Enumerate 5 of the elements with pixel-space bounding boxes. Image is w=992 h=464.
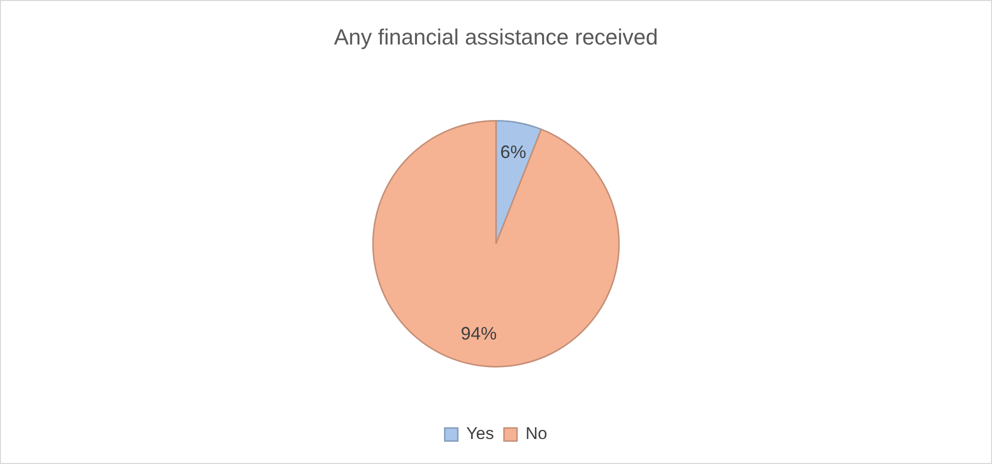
data-label: 6% xyxy=(500,142,526,162)
data-label: 94% xyxy=(460,323,497,344)
legend-label: No xyxy=(526,424,548,444)
legend-label: Yes xyxy=(466,424,494,444)
chart-title: Any financial assistance received xyxy=(334,24,658,50)
